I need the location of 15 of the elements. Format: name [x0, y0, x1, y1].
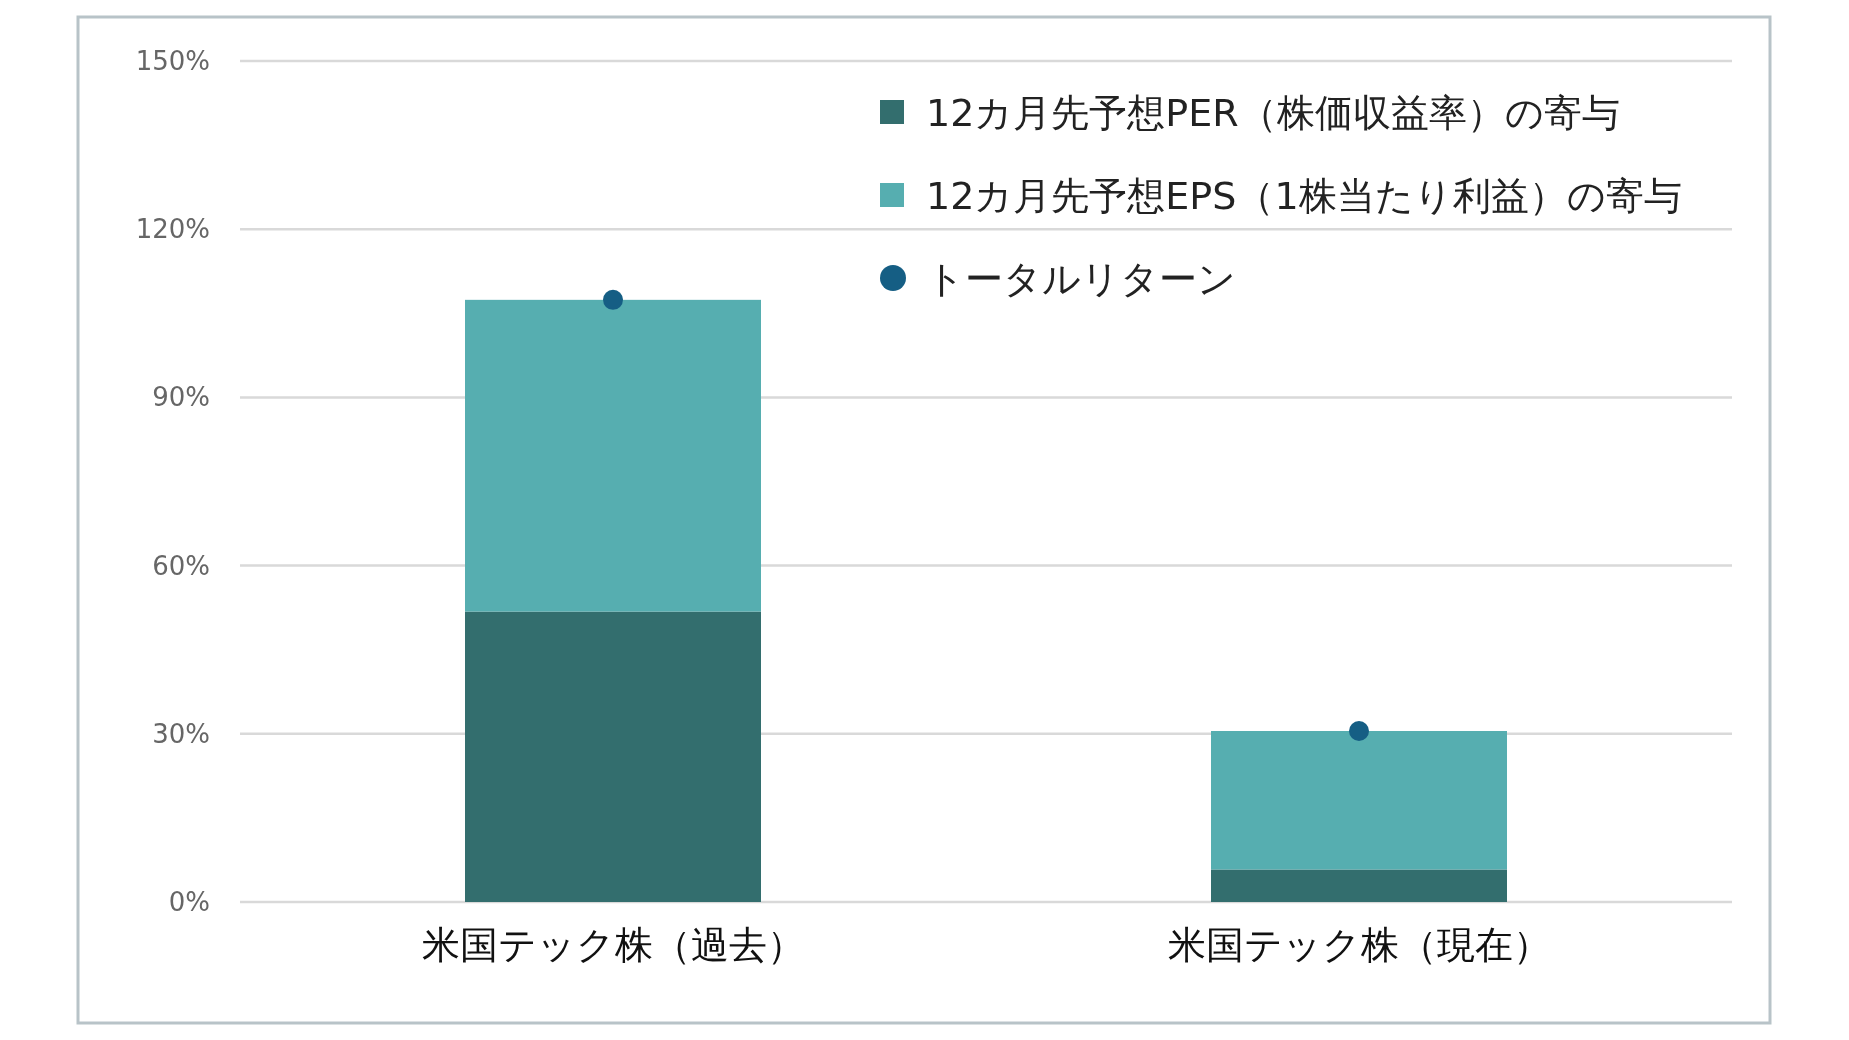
y-tick-label: 0% [168, 887, 210, 917]
y-tick-label: 60% [152, 550, 210, 581]
bar [465, 611, 761, 902]
bar [1211, 869, 1507, 902]
y-tick-label: 150% [135, 46, 210, 76]
x-tick-label: 米国テック株（現在） [1167, 923, 1551, 967]
bar [1211, 731, 1507, 870]
legend-label: トータルリターン [926, 257, 1236, 301]
y-tick-label: 30% [152, 718, 210, 749]
legend-label: 12カ月先予想EPS（1株当たり利益）の寄与 [926, 174, 1682, 218]
y-tick-label: 90% [152, 382, 210, 413]
x-tick-label: 米国テック株（過去） [421, 923, 805, 967]
bar [465, 299, 761, 612]
legend-label: 12カ月先予想PER（株価収益率）の寄与 [926, 91, 1620, 135]
y-tick-label: 120% [135, 214, 210, 245]
